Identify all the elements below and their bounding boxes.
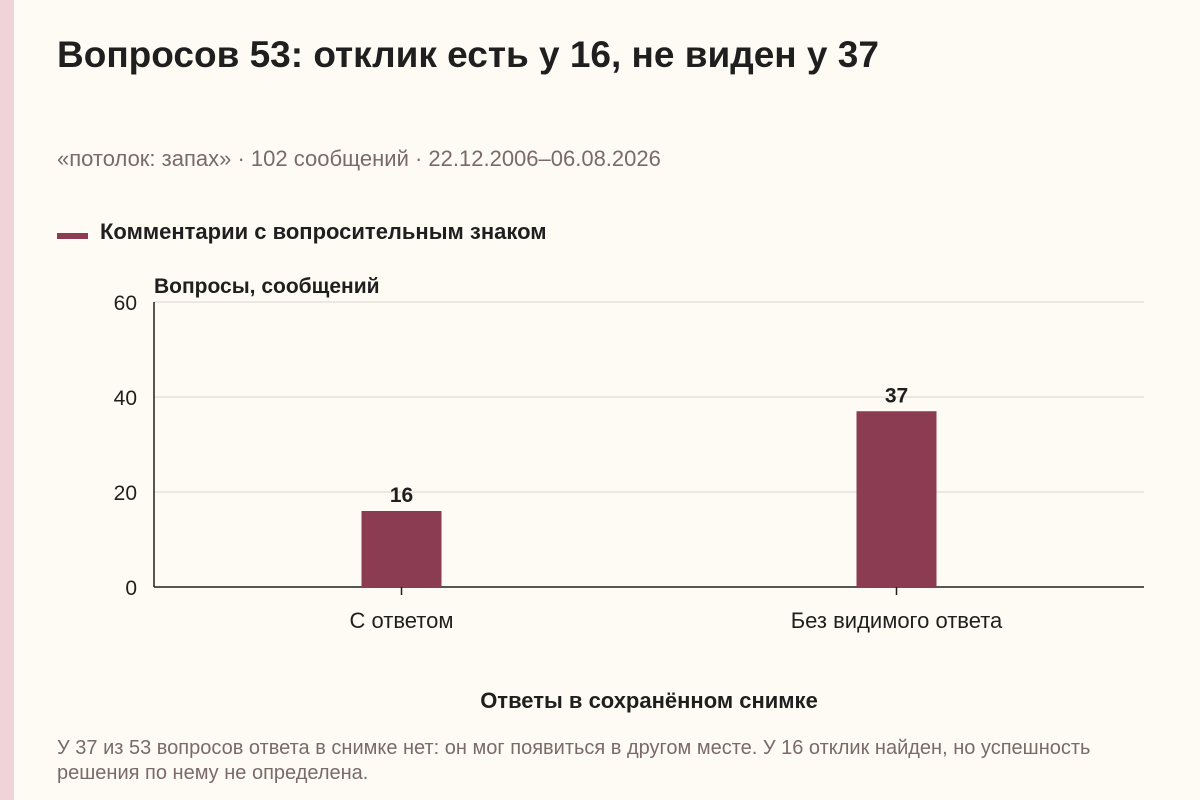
y-tick-label: 60 [114, 292, 137, 315]
page-title: Вопросов 53: отклик есть у 16, не виден … [57, 34, 879, 75]
chart-legend: Комментарии с вопросительным знаком [57, 218, 547, 246]
x-tick-label: С ответом [350, 608, 454, 633]
data-label: 16 [390, 484, 413, 507]
legend-label: Комментарии с вопросительным знаком [100, 219, 547, 244]
data-label: 37 [885, 384, 908, 407]
x-axis-title: Ответы в сохранённом снимке [480, 688, 818, 713]
left-accent-stripe [0, 0, 14, 800]
bar [361, 511, 442, 587]
page-subtitle: «потолок: запах» · 102 сообщений · 22.12… [57, 146, 661, 171]
y-tick-label: 40 [114, 387, 137, 410]
bar [856, 411, 937, 587]
y-axis-title: Вопросы, сообщений [154, 275, 380, 298]
legend-swatch [57, 233, 88, 239]
y-tick-label: 0 [125, 577, 137, 600]
y-tick-label: 20 [114, 482, 137, 505]
footnote: У 37 из 53 вопросов ответа в снимке нет:… [57, 737, 1091, 784]
x-tick-label: Без видимого ответа [791, 608, 1003, 633]
